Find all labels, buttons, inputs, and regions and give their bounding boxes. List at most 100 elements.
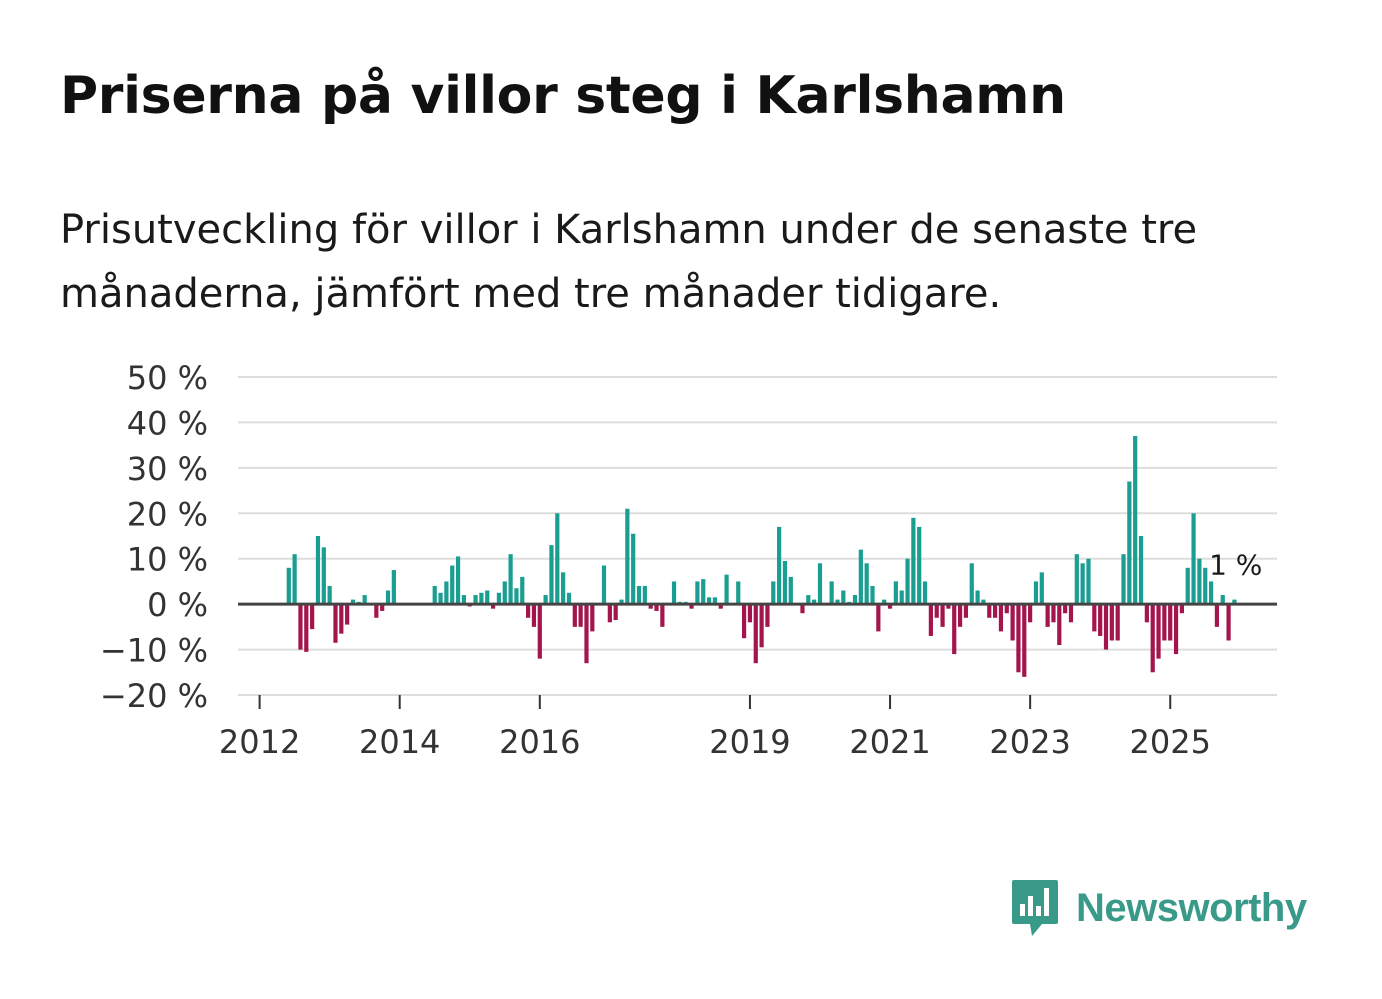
bar — [304, 604, 309, 652]
brand-name: Newsworthy — [1076, 885, 1307, 930]
x-tick-label: 2012 — [219, 723, 300, 761]
bar — [339, 604, 344, 634]
x-tick-label: 2016 — [499, 723, 580, 761]
y-tick-label: 50 % — [127, 359, 208, 397]
bars — [286, 436, 1237, 677]
bar — [1068, 604, 1074, 623]
bar — [572, 604, 577, 627]
bar — [1121, 554, 1126, 605]
bar — [310, 604, 315, 630]
bar — [327, 585, 332, 605]
bar — [292, 554, 297, 605]
bar — [706, 597, 712, 605]
bar — [817, 563, 823, 605]
bar — [362, 595, 367, 605]
bar — [450, 565, 455, 605]
y-tick-label: 20 % — [127, 495, 208, 533]
bar — [712, 597, 718, 605]
bar — [1208, 581, 1214, 605]
bar — [561, 572, 566, 605]
bar — [992, 604, 998, 618]
bar — [315, 536, 321, 605]
bar — [1138, 536, 1144, 605]
bar — [1226, 604, 1231, 641]
bar — [1214, 604, 1220, 627]
bar — [940, 604, 945, 627]
bar — [496, 592, 502, 605]
bar — [882, 599, 887, 605]
bar — [800, 604, 805, 614]
x-tick-label: 2014 — [359, 723, 440, 761]
bar — [788, 576, 793, 605]
bar — [590, 604, 595, 632]
bar — [321, 547, 326, 605]
last-value-label: 1 % — [1209, 549, 1262, 582]
bar — [380, 604, 385, 611]
bar — [782, 560, 788, 605]
bar — [613, 604, 618, 621]
newsworthy-brand: Newsworthy — [1010, 878, 1307, 938]
bar — [607, 604, 612, 623]
bar — [1080, 563, 1085, 605]
bar — [654, 604, 659, 611]
bar — [747, 604, 753, 623]
bar — [444, 581, 449, 605]
bar — [1127, 481, 1132, 605]
bar — [1092, 604, 1097, 632]
bar — [502, 581, 507, 605]
bar — [1028, 604, 1033, 623]
bar — [1173, 604, 1179, 655]
y-tick-label: 40 % — [127, 404, 208, 442]
bar — [1156, 604, 1161, 659]
bar — [864, 563, 869, 605]
bar — [1115, 604, 1120, 641]
bar — [724, 574, 729, 605]
bar — [718, 604, 723, 609]
bar — [619, 599, 624, 605]
bar — [345, 604, 350, 625]
bar — [514, 588, 519, 605]
bar — [286, 567, 291, 605]
bar — [298, 604, 303, 650]
bar — [963, 604, 969, 618]
bar — [531, 604, 537, 627]
y-tick-label: 0 % — [147, 586, 208, 624]
bar — [642, 585, 647, 605]
bar — [438, 592, 443, 605]
x-tick-label: 2021 — [849, 723, 930, 761]
x-tick-label: 2019 — [709, 723, 790, 761]
bar — [1133, 436, 1138, 605]
bar — [537, 604, 542, 659]
bar — [887, 604, 893, 609]
bar-chart: −20 % −10 % 0 % 10 % 20 % 30 % 40 % 50 % 2012 201… — [100, 359, 1277, 761]
bar — [934, 604, 939, 618]
bar — [829, 581, 834, 605]
bar — [549, 545, 554, 605]
bar — [1162, 604, 1167, 641]
x-tick-label: 2025 — [1130, 723, 1211, 761]
bar — [998, 604, 1004, 632]
bar — [625, 508, 630, 605]
bar — [975, 590, 980, 605]
bar — [753, 604, 758, 664]
bar — [671, 581, 677, 605]
bar — [1098, 604, 1103, 636]
bar — [835, 599, 840, 605]
bar — [350, 599, 356, 605]
bar — [981, 599, 986, 605]
bar — [765, 604, 770, 627]
axis-labels: −20 % −10 % 0 % 10 % 20 % 30 % 40 % 50 % 2012 201… — [100, 359, 1263, 761]
bar — [777, 526, 782, 605]
bar — [876, 604, 881, 632]
bar — [543, 595, 548, 605]
bar — [1144, 604, 1149, 623]
bar — [946, 604, 951, 609]
axes — [238, 602, 1277, 709]
bar — [578, 604, 583, 627]
bar — [631, 533, 636, 605]
bar — [333, 604, 338, 643]
bar — [455, 556, 461, 605]
bar — [1197, 558, 1202, 605]
bar — [374, 604, 379, 618]
bar — [385, 590, 391, 605]
